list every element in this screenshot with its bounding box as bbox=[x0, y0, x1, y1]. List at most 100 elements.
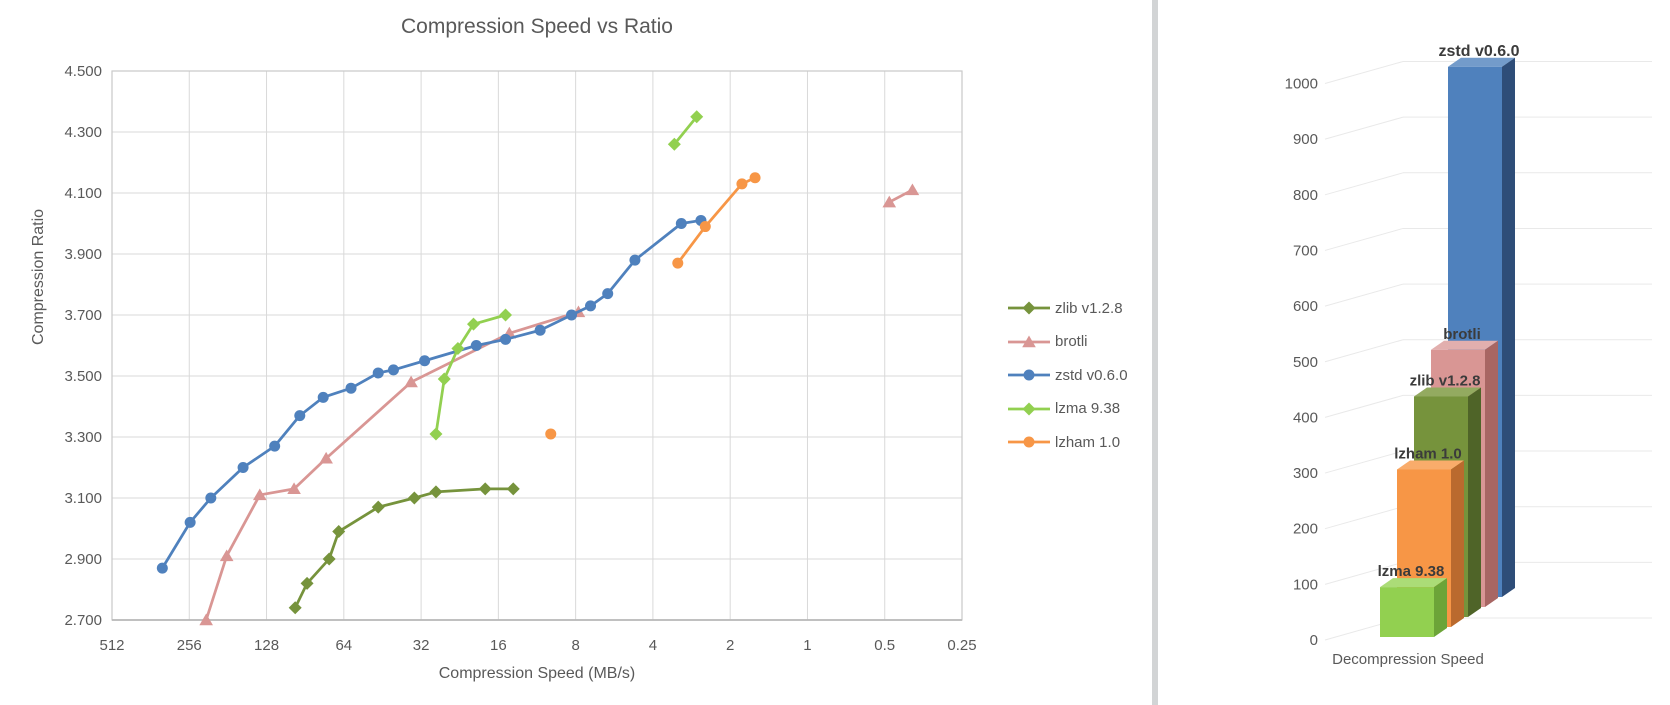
scatter-x-axis-title: Compression Speed (MB/s) bbox=[438, 665, 636, 682]
x-tick-label: 0.5 bbox=[874, 637, 895, 654]
data-point bbox=[585, 300, 597, 312]
legend-entry-lzham-1-0: lzham 1.0 bbox=[1006, 431, 1128, 453]
y-tick-label: 3.900 bbox=[64, 246, 102, 263]
data-point bbox=[1022, 335, 1036, 347]
series-lzma-9-38 bbox=[429, 110, 704, 441]
data-point bbox=[500, 333, 512, 345]
y-tick-label: 4.100 bbox=[64, 185, 102, 202]
data-point bbox=[534, 324, 546, 336]
legend-entry-brotli: brotli bbox=[1006, 331, 1128, 353]
x-tick-label: 8 bbox=[571, 637, 579, 654]
data-point bbox=[219, 549, 234, 562]
data-point bbox=[345, 382, 357, 394]
data-point bbox=[566, 309, 578, 321]
data-point bbox=[252, 488, 267, 501]
x-tick-label: 64 bbox=[335, 637, 352, 654]
data-point bbox=[429, 485, 443, 499]
y-tick-label: 3.100 bbox=[64, 490, 102, 507]
data-point bbox=[451, 342, 465, 356]
bar-side-face bbox=[1502, 57, 1515, 597]
data-point bbox=[387, 364, 399, 376]
data-point bbox=[466, 317, 480, 331]
bar-y-tick-label: 1000 bbox=[1285, 76, 1318, 93]
data-point bbox=[672, 257, 684, 269]
bar-front-face bbox=[1380, 587, 1434, 637]
data-point bbox=[478, 482, 492, 496]
y-tick-label: 3.300 bbox=[64, 429, 102, 446]
data-point bbox=[1022, 301, 1036, 315]
data-point bbox=[269, 440, 281, 452]
bar-side-face bbox=[1451, 460, 1464, 627]
legend-entry-lzma-9-38: lzma 9.38 bbox=[1006, 398, 1128, 420]
charts-divider bbox=[1152, 0, 1158, 705]
data-point bbox=[372, 367, 384, 379]
data-point bbox=[545, 428, 557, 440]
bar-value-label: lzham 1.0 bbox=[1394, 446, 1462, 463]
data-point bbox=[882, 195, 897, 208]
series-zlib-v1-2-8 bbox=[288, 482, 520, 615]
bar-value-label: zstd v0.6.0 bbox=[1439, 43, 1520, 60]
legend-marker-icon bbox=[1008, 301, 1050, 315]
data-point bbox=[319, 451, 333, 464]
data-point bbox=[690, 110, 704, 124]
bar-gridlines bbox=[1324, 61, 1652, 641]
series-line bbox=[676, 176, 757, 265]
bar-y-tick-label: 500 bbox=[1293, 354, 1318, 371]
bar-y-tick-label: 700 bbox=[1293, 242, 1318, 259]
data-point bbox=[300, 576, 314, 590]
data-point bbox=[184, 516, 196, 528]
data-point bbox=[205, 492, 217, 504]
bar-series bbox=[1380, 57, 1515, 637]
y-tick-label: 3.500 bbox=[64, 368, 102, 385]
data-point bbox=[288, 601, 302, 615]
bar-top-face bbox=[1414, 387, 1481, 397]
scatter-chart-title: Compression Speed vs Ratio bbox=[401, 15, 673, 38]
scatter-gridlines bbox=[111, 70, 963, 621]
series-line bbox=[434, 313, 507, 436]
y-tick-label: 2.700 bbox=[64, 612, 102, 629]
y-tick-label: 4.500 bbox=[64, 63, 102, 80]
series-line bbox=[672, 115, 699, 146]
legend-entry-zstd-v0-6-0: zstd v0.6.0 bbox=[1006, 364, 1128, 386]
legend-marker-icon bbox=[1008, 369, 1050, 381]
data-point bbox=[437, 372, 451, 386]
data-point bbox=[419, 355, 431, 367]
data-point bbox=[499, 308, 513, 322]
y-tick-label: 4.300 bbox=[64, 124, 102, 141]
x-tick-label: 32 bbox=[413, 637, 430, 654]
data-point bbox=[237, 462, 249, 473]
x-tick-label: 0.25 bbox=[947, 637, 976, 654]
bar-y-tick-label: 900 bbox=[1293, 131, 1318, 148]
data-point bbox=[749, 172, 761, 184]
data-point bbox=[675, 218, 687, 229]
x-tick-label: 256 bbox=[177, 637, 202, 654]
bar-side-face bbox=[1468, 387, 1481, 617]
data-point bbox=[332, 525, 346, 539]
bar-axis-ticks: 0 100 200 300 400 500 600 700 800 900 1000 bbox=[1285, 76, 1318, 650]
data-point bbox=[1022, 402, 1036, 415]
legend-entry-label: lzma 9.38 bbox=[1055, 400, 1121, 417]
legend-entry-label: zlib v1.2.8 bbox=[1055, 299, 1123, 317]
bar-value-label: lzma 9.38 bbox=[1378, 563, 1445, 580]
bar-top-face bbox=[1380, 578, 1447, 588]
data-point bbox=[470, 340, 482, 351]
bar-y-tick-label: 100 bbox=[1293, 576, 1318, 593]
data-point bbox=[317, 391, 329, 403]
legend-entry-label: lzham 1.0 bbox=[1055, 433, 1121, 451]
data-point bbox=[156, 562, 168, 574]
data-point bbox=[699, 221, 711, 233]
bar-category-label: Decompression Speed bbox=[1332, 651, 1484, 668]
bar-y-tick-label: 800 bbox=[1293, 187, 1318, 204]
x-tick-label: 128 bbox=[254, 637, 279, 654]
scatter-legend: zlib v1.2.8 brotli zstd v0.6.0 lzma 9.38 lzh… bbox=[1006, 297, 1128, 453]
data-point bbox=[629, 254, 641, 266]
bar-y-tick-label: 200 bbox=[1293, 521, 1318, 538]
bar-y-tick-label: 600 bbox=[1293, 298, 1318, 315]
bar-lzma-9-38 bbox=[1380, 578, 1447, 637]
scatter-axis-ticks: 512 256 128 64 32 16 8 4 2 1 0.5 0.25 4.500 4.300 4.10… bbox=[64, 63, 976, 654]
data-point bbox=[322, 552, 336, 566]
data-point bbox=[736, 178, 748, 190]
legend-marker-icon bbox=[1008, 402, 1050, 415]
